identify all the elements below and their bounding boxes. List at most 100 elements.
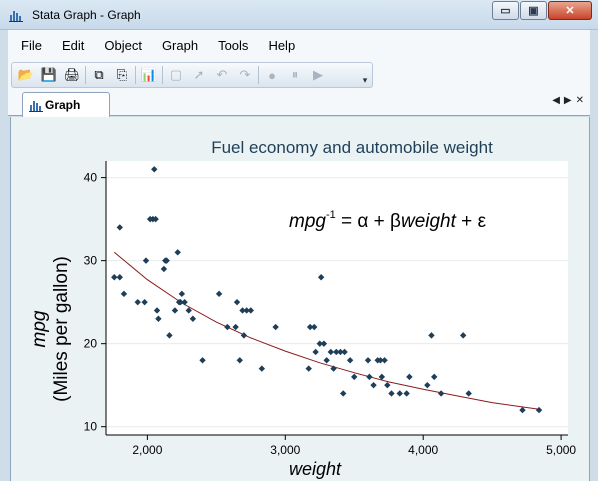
tab-scroll-right-icon[interactable]: ▶ xyxy=(563,95,572,106)
x-tick-label: 4,000 xyxy=(408,443,438,457)
data-point xyxy=(424,381,431,389)
data-point xyxy=(330,365,337,372)
data-point xyxy=(247,307,255,314)
data-point xyxy=(406,373,413,381)
data-point xyxy=(174,249,181,256)
menu-edit[interactable]: Edit xyxy=(61,37,85,53)
data-point xyxy=(240,332,248,339)
data-point xyxy=(305,365,312,372)
data-point xyxy=(465,390,472,397)
data-point xyxy=(152,215,159,223)
menu-object[interactable]: Object xyxy=(104,37,142,53)
y-tick-label: 20 xyxy=(84,337,98,351)
data-point xyxy=(364,357,372,364)
record-icon[interactable]: ● xyxy=(268,67,276,83)
copy-graph-icon[interactable]: ⎘ xyxy=(116,67,128,82)
x-tick-label: 5,000 xyxy=(546,443,576,457)
data-point xyxy=(160,265,168,273)
data-point xyxy=(346,357,354,364)
tab-scroll-left-icon[interactable]: ◀ xyxy=(552,95,560,106)
data-point xyxy=(243,307,250,314)
data-point xyxy=(316,340,323,347)
annotation-alpha: α xyxy=(357,211,368,232)
data-point xyxy=(311,323,318,331)
menu-tools[interactable]: Tools xyxy=(218,37,249,53)
redo-icon[interactable]: ↷ xyxy=(239,67,251,82)
tab-close-icon[interactable]: ✕ xyxy=(575,95,584,106)
window-title: Stata Graph - Graph xyxy=(32,8,141,22)
data-point xyxy=(163,257,170,264)
menu-graph[interactable]: Graph xyxy=(161,37,199,53)
data-point xyxy=(340,390,347,397)
tab-graph[interactable]: Graph xyxy=(22,92,110,117)
pointer-icon[interactable]: ➚ xyxy=(193,67,205,82)
chart-svg: Fuel economy and automobile weight 10 20 3… xyxy=(29,138,576,479)
data-point xyxy=(378,373,386,381)
annotation-plus1: + xyxy=(368,211,390,232)
open-icon[interactable]: 📂 xyxy=(17,67,35,82)
data-point xyxy=(396,390,403,397)
data-point xyxy=(306,323,314,331)
data-point xyxy=(215,290,223,298)
minimize-button[interactable]: ▭ xyxy=(492,1,519,20)
data-point xyxy=(317,274,325,281)
y-tick-label: 40 xyxy=(84,171,98,185)
data-point xyxy=(199,357,206,364)
data-point xyxy=(155,315,162,322)
plot-region xyxy=(106,161,568,435)
data-point xyxy=(171,307,179,314)
data-point xyxy=(428,332,435,339)
copy-icon[interactable]: ⧉ xyxy=(94,67,104,82)
y-tick-label: 10 xyxy=(84,420,98,434)
data-point xyxy=(166,332,173,339)
minimize-icon: ▭ xyxy=(500,5,511,17)
model-annotation: mpg-1 = α + βweight + ε xyxy=(289,209,487,232)
save-icon[interactable]: 💾 xyxy=(40,67,58,82)
close-icon: ✕ xyxy=(565,5,575,17)
data-point xyxy=(272,323,279,331)
print-icon[interactable]: 🖨 xyxy=(63,67,81,82)
data-point xyxy=(236,357,243,364)
graph-tab-icon xyxy=(29,101,43,112)
maximize-icon: ▣ xyxy=(528,5,539,17)
close-button[interactable]: ✕ xyxy=(548,1,592,20)
tab-row: Graph ◀ ▶ ✕ xyxy=(8,90,590,117)
data-point xyxy=(370,381,377,389)
data-point xyxy=(111,274,118,281)
toolbar-overflow-icon[interactable]: ▾ xyxy=(362,75,368,85)
toolbar-separator xyxy=(85,66,86,84)
toolbar-separator xyxy=(162,66,163,84)
data-point xyxy=(134,298,141,306)
data-point xyxy=(437,390,445,397)
annotation-beta: β xyxy=(390,211,401,232)
menu-file[interactable]: File xyxy=(21,37,42,53)
data-point xyxy=(377,357,384,364)
data-point xyxy=(459,332,467,339)
data-point xyxy=(320,340,328,347)
menu-help[interactable]: Help xyxy=(268,37,296,53)
data-point xyxy=(323,357,330,364)
annotation-epsilon: ε xyxy=(478,211,487,232)
maximize-button[interactable]: ▣ xyxy=(520,1,547,20)
undo-icon[interactable]: ↶ xyxy=(216,67,228,82)
data-point xyxy=(189,315,197,322)
stata-graph-icon xyxy=(9,11,23,22)
annotation-exponent: -1 xyxy=(326,209,336,221)
data-point xyxy=(258,365,266,372)
play-icon[interactable]: ▶ xyxy=(313,67,323,82)
x-tick-label: 2,000 xyxy=(132,443,162,457)
toolbar-separator xyxy=(258,66,259,84)
select-icon[interactable]: ▢ xyxy=(169,67,183,82)
data-point xyxy=(535,406,543,414)
graph-editor-icon[interactable]: 📊 xyxy=(140,67,158,82)
graph-window: Fuel economy and automobile weight 10 20 3… xyxy=(10,117,590,481)
data-point xyxy=(232,323,239,331)
title-bar: Stata Graph - Graph ▭ ▣ ✕ xyxy=(0,0,598,30)
data-point xyxy=(388,390,395,397)
data-point xyxy=(116,274,123,281)
data-point xyxy=(142,257,150,264)
data-point xyxy=(153,307,161,314)
data-point xyxy=(351,373,358,381)
pause-icon[interactable]: ⏸ xyxy=(291,67,299,82)
data-point xyxy=(431,373,438,381)
